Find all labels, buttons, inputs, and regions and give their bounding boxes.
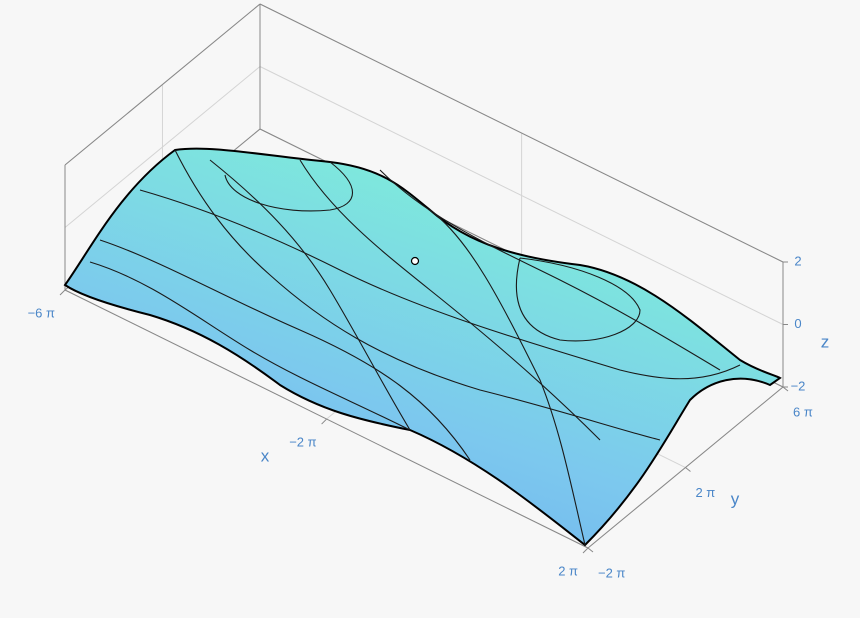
grid-line — [64, 66, 261, 228]
box-edge — [259, 3, 784, 263]
surface-mesh — [89, 149, 741, 546]
y-tick-label: −2 π — [598, 565, 625, 580]
surface — [63, 147, 782, 547]
z-axis-label: z — [821, 332, 830, 351]
axes-labels: x y z −6 π −2 π 2 π −2 π 2 π 6 π −2 0 2 — [28, 253, 830, 580]
viewpoint-marker — [410, 256, 420, 266]
tick-mark — [59, 289, 66, 296]
x-tick-label: −2 π — [289, 434, 316, 449]
tick-mark — [685, 467, 691, 472]
box-edge — [64, 3, 261, 166]
y-axis-label: y — [731, 489, 740, 508]
y-tick-label: 6 π — [793, 404, 813, 419]
tick-mark — [321, 418, 327, 425]
x-axis-label: x — [261, 446, 270, 465]
y-tick-label: 2 π — [695, 485, 715, 500]
x-tick-label: −6 π — [28, 305, 55, 320]
tick-mark — [587, 547, 594, 553]
z-tick-label: −2 — [791, 378, 806, 393]
z-tick-label: 0 — [794, 316, 801, 331]
grid-line — [259, 66, 784, 325]
z-tick-label: 2 — [794, 253, 801, 268]
tick-mark — [782, 386, 789, 392]
x-tick-label: 2 π — [558, 563, 578, 578]
tick-mark — [582, 547, 589, 554]
